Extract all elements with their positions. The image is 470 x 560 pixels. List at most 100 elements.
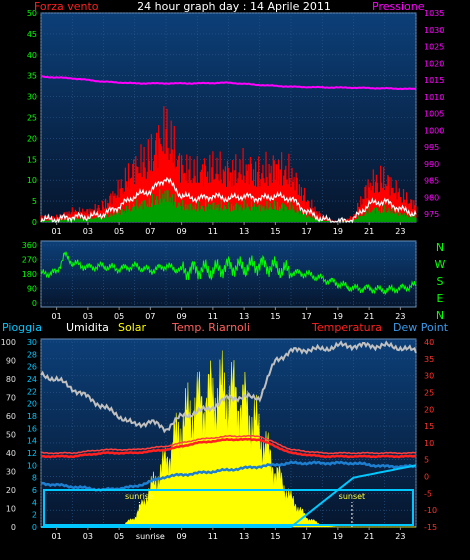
temperatura-tick-label: 10: [424, 439, 434, 448]
forza-tick-label: 15: [27, 155, 37, 164]
direction-tick-label: 270: [22, 256, 37, 265]
x-tick-label: 07: [145, 312, 155, 321]
umidita-tick-label: 100: [1, 338, 16, 347]
x-tick-label: 03: [83, 312, 93, 321]
umidita-tick-label: 30: [6, 468, 16, 477]
direction-tick-label: 90: [27, 285, 37, 294]
compass-label: N: [436, 241, 444, 254]
x-tick-label: 01: [52, 227, 62, 236]
x-tick-label: 09: [177, 532, 187, 541]
forza-tick-label: 30: [27, 93, 37, 102]
x-tick-label: 19: [333, 312, 343, 321]
pioggia-tick-label: 4: [32, 498, 37, 507]
temperatura-series: [40, 437, 417, 459]
x-tick-label: 05: [114, 227, 124, 236]
pressione-tick-label: 1030: [424, 26, 444, 35]
umidita-tick-label: 50: [6, 431, 16, 440]
x-tick-label: 15: [270, 227, 280, 236]
pioggia-tick-label: 22: [27, 387, 37, 396]
direction-tick-label: 0: [32, 299, 37, 308]
direction-tick-label: 360: [22, 241, 37, 250]
x-tick-label: 07: [145, 227, 155, 236]
solar-label: Solar: [118, 321, 147, 334]
umidita-tick-label: 80: [6, 375, 16, 384]
pressione-tick-label: 1010: [424, 93, 444, 102]
pioggia-tick-label: 18: [27, 412, 37, 421]
forza-tick-label: 50: [27, 9, 37, 18]
pressione-label: Pressione: [372, 0, 425, 13]
pioggia-tick-label: 30: [27, 338, 37, 347]
x-tick-label: 13: [239, 532, 249, 541]
forza-tick-label: 0: [32, 218, 37, 227]
x-tick-label: 09: [177, 227, 187, 236]
temperatura-tick-label: 30: [424, 372, 434, 381]
x-tick-label: 05: [114, 312, 124, 321]
umidita-tick-label: 70: [6, 394, 16, 403]
x-tick-label: 15: [270, 532, 280, 541]
forza-vento-label: Forza vento: [34, 0, 99, 13]
pressione-tick-label: 1005: [424, 110, 444, 119]
x-tick-label: 21: [364, 532, 374, 541]
x-tick-label: 13: [239, 227, 249, 236]
pioggia-tick-label: 2: [32, 511, 37, 520]
x-tick-label: 23: [395, 227, 405, 236]
pioggia-tick-label: 0: [32, 523, 37, 532]
x-tick-label: 17: [302, 532, 312, 541]
x-tick-label: 03: [83, 227, 93, 236]
pioggia-tick-label: 12: [27, 449, 37, 458]
x-tick-label: 05: [114, 532, 124, 541]
riarnoli-label: Temp. Riarnoli: [171, 321, 250, 334]
pioggia-series: [41, 464, 417, 528]
umidita-tick-label: 10: [6, 505, 16, 514]
pressione-tick-label: 980: [424, 193, 439, 202]
pressione-tick-label: 975: [424, 210, 439, 219]
x-tick-label: 03: [83, 532, 93, 541]
chart-title: 24 hour graph day : 14 Aprile 2011: [137, 0, 331, 13]
x-tick-label: 21: [364, 227, 374, 236]
forza-tick-label: 10: [27, 176, 37, 185]
umidita-tick-label: 20: [6, 486, 16, 495]
riarnoli-series: [40, 434, 417, 455]
x-tick-label: 01: [52, 532, 62, 541]
temperatura-tick-label: 35: [424, 355, 434, 364]
pioggia-tick-label: 24: [27, 375, 37, 384]
x-tick-label: 19: [333, 532, 343, 541]
pioggia-tick-label: 20: [27, 400, 37, 409]
x-tick-label: 11: [208, 532, 218, 541]
x-tick-label: 21: [364, 312, 374, 321]
forza-tick-label: 35: [27, 72, 37, 81]
forza-tick-label: 20: [27, 134, 37, 143]
temperatura-tick-label: 5: [424, 456, 429, 465]
umidita-tick-label: 0: [11, 523, 16, 532]
umidita-label: Umidita: [66, 321, 109, 334]
temperatura-tick-label: 40: [424, 338, 434, 347]
umidita-tick-label: 40: [6, 449, 16, 458]
temperatura-tick-label: 20: [424, 405, 434, 414]
umidita-tick-label: 60: [6, 412, 16, 421]
x-tick-label: 13: [239, 312, 249, 321]
temperature-humidity-panel: 0102030405060708090100024681012141618202…: [1, 338, 437, 541]
pioggia-tick-label: 10: [27, 461, 37, 470]
pressione-tick-label: 985: [424, 177, 439, 186]
x-tick-label: 17: [302, 312, 312, 321]
x-tick-label: 23: [395, 532, 405, 541]
compass-label: W: [435, 258, 446, 271]
pioggia-tick-label: 26: [27, 363, 37, 372]
pressione-tick-label: 1020: [424, 59, 444, 68]
compass-label: E: [437, 292, 444, 305]
forza-tick-label: 45: [27, 30, 37, 39]
pressione-tick-label: 1025: [424, 43, 444, 52]
temperatura-tick-label: 0: [424, 473, 429, 482]
compass-label: N: [436, 309, 444, 322]
pressione-series: [40, 75, 417, 91]
dewpoint-label: Dew Point: [393, 321, 449, 334]
x-tick-label: 17: [302, 227, 312, 236]
pioggia-tick-label: 6: [32, 486, 37, 495]
temperatura-tick-label: 15: [424, 422, 434, 431]
sunset-annotation: sunset: [339, 492, 366, 501]
pioggia-tick-label: 8: [32, 474, 37, 483]
forza-tick-label: 5: [32, 197, 37, 206]
pressione-tick-label: 990: [424, 160, 439, 169]
